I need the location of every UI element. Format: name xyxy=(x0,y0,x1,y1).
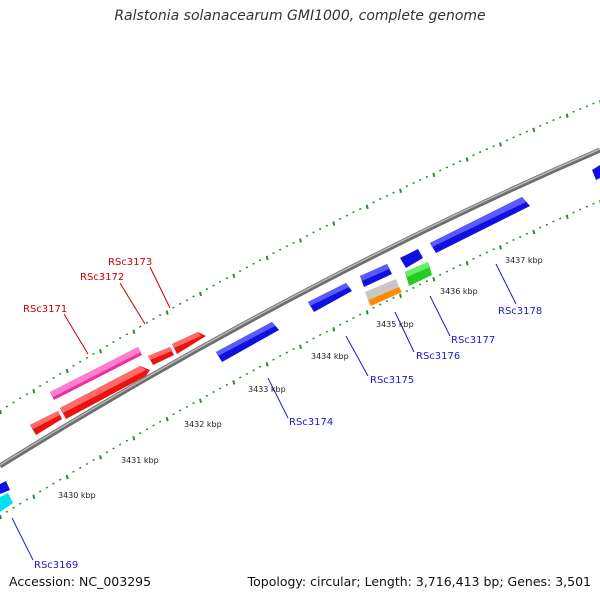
scale-label: 3435 kbp xyxy=(376,320,414,329)
scale-tick xyxy=(432,172,436,178)
scale-tick xyxy=(132,435,136,441)
feature-rsc3177-green[interactable] xyxy=(405,262,432,286)
scale-tick xyxy=(565,113,569,119)
leader-rsc3173 xyxy=(149,266,171,309)
scale-label: 3430 kbp xyxy=(58,491,96,500)
scale-tick xyxy=(32,494,36,500)
scale-tick xyxy=(532,229,536,235)
scale-tick xyxy=(299,344,302,350)
feature-rsc3171b[interactable] xyxy=(30,411,62,435)
scale-tick xyxy=(332,221,336,226)
feature-rsc3169[interactable] xyxy=(0,493,13,512)
scale-tick xyxy=(399,293,402,298)
scale-tick xyxy=(232,273,236,279)
gene-label-rsc3177[interactable]: RSc3177 xyxy=(451,335,495,346)
feature-right-edge[interactable] xyxy=(592,165,600,180)
scale-label: 3433 kbp xyxy=(248,385,286,394)
leader-rsc3177 xyxy=(429,295,451,337)
feature-left-blue[interactable] xyxy=(0,481,10,494)
gene-label-rsc3169[interactable]: RSc3169 xyxy=(34,560,78,571)
leader-rsc3172 xyxy=(119,282,146,325)
feature-red-long[interactable] xyxy=(60,366,150,419)
inner-tick-row xyxy=(0,200,600,520)
leader-rsc3169 xyxy=(11,517,34,561)
genome-backbone xyxy=(0,147,600,469)
scale-tick xyxy=(199,398,202,403)
feature-rsc3176-grey[interactable] xyxy=(365,279,399,300)
gene-label-rsc3175[interactable]: RSc3175 xyxy=(370,375,414,386)
scale-tick xyxy=(65,368,69,374)
genome-summary-text: Topology: circular; Length: 3,716,413 bp… xyxy=(247,574,591,589)
scale-tick xyxy=(165,310,169,315)
scale-tick xyxy=(465,260,469,266)
scale-label: 3437 kbp xyxy=(505,256,543,265)
scale-tick xyxy=(99,455,102,460)
scale-tick xyxy=(399,188,402,193)
scale-tick xyxy=(99,348,102,354)
leader-rsc3174 xyxy=(267,377,289,419)
scale-tick xyxy=(0,514,2,520)
feature-rsc3172[interactable] xyxy=(148,347,174,365)
scale-tick xyxy=(165,417,169,422)
scale-tick xyxy=(299,238,302,243)
scale-tick xyxy=(265,362,269,367)
accession-text: Accession: NC_003295 xyxy=(9,574,152,589)
scale-label: 3432 kbp xyxy=(184,420,222,429)
scale-tick xyxy=(65,474,69,480)
feature-rsc3177-blue[interactable] xyxy=(400,249,423,268)
feature-rsc3171[interactable] xyxy=(50,347,142,400)
gene-label-rsc3172[interactable]: RSc3172 xyxy=(80,272,124,283)
genome-backbone-highlight xyxy=(0,148,600,466)
scale-tick xyxy=(0,409,2,415)
gene-label-rsc3174[interactable]: RSc3174 xyxy=(289,417,333,428)
scale-label: 3436 kbp xyxy=(440,287,478,296)
feature-rsc3174[interactable] xyxy=(216,322,279,362)
scale-tick xyxy=(332,327,336,332)
feature-rsc3175[interactable] xyxy=(308,283,352,312)
gene-label-rsc3176[interactable]: RSc3176 xyxy=(416,351,460,362)
scale-tick xyxy=(465,157,469,162)
leader-rsc3176 xyxy=(394,311,415,353)
leader-rsc3175 xyxy=(345,335,369,377)
scale-tick xyxy=(265,255,269,261)
feature-rsc3175b[interactable] xyxy=(360,264,392,287)
scale-label: 3434 kbp xyxy=(311,352,349,361)
feature-rsc3178[interactable] xyxy=(430,197,530,253)
feature-rsc3176-orange[interactable] xyxy=(368,287,402,306)
scale-tick xyxy=(132,329,136,334)
scale-tick xyxy=(432,277,436,282)
scale-label: 3431 kbp xyxy=(121,456,159,465)
scale-tick xyxy=(365,310,369,315)
map-title: Ralstonia solanacearum GMI1000, complete… xyxy=(114,8,486,24)
scale-tick xyxy=(532,127,536,133)
scale-tick xyxy=(565,214,569,220)
outer-tick-row xyxy=(0,100,600,415)
scale-tick xyxy=(232,380,236,385)
leader-rsc3171 xyxy=(63,313,89,355)
scale-tick xyxy=(499,245,502,250)
leader-rsc3178 xyxy=(495,263,517,305)
gene-label-rsc3173[interactable]: RSc3173 xyxy=(108,257,152,268)
scale-tick xyxy=(32,389,36,394)
scale-tick xyxy=(499,142,502,147)
gene-label-rsc3171[interactable]: RSc3171 xyxy=(23,304,67,315)
gene-label-rsc3178[interactable]: RSc3178 xyxy=(498,306,542,317)
feature-rsc3173[interactable] xyxy=(172,332,206,354)
scale-tick xyxy=(199,291,202,297)
scale-tick xyxy=(365,204,369,210)
